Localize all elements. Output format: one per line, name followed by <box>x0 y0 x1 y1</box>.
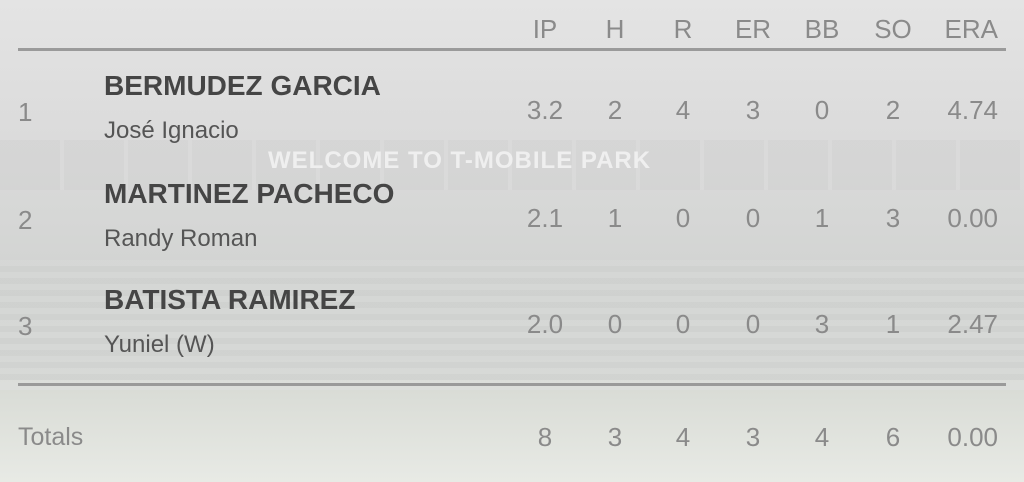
stat-h: 0 <box>607 309 623 339</box>
stat-h: 1 <box>607 203 623 233</box>
stat-so: 3 <box>885 203 901 233</box>
totals-divider <box>18 383 1006 386</box>
pitcher-rank: 2 <box>18 205 33 235</box>
pitcher-first-name: Randy Roman <box>104 225 258 252</box>
stat-r: 4 <box>675 95 691 125</box>
stat-so: 2 <box>885 95 901 125</box>
column-header-h: H <box>605 14 625 44</box>
stat-era: 4.74 <box>947 95 998 125</box>
pitcher-last-name: BATISTA RAMIREZ <box>104 284 356 315</box>
column-header-r: R <box>673 14 693 44</box>
stat-ip: 2.1 <box>526 203 564 233</box>
stat-er: 0 <box>745 203 761 233</box>
total-bb: 4 <box>814 422 830 452</box>
total-r: 4 <box>675 422 691 452</box>
total-era: 0.00 <box>947 422 998 452</box>
stat-era: 2.47 <box>947 309 998 339</box>
pitcher-first-name: José Ignacio <box>104 117 239 144</box>
pitcher-rank: 1 <box>18 97 33 127</box>
total-h: 3 <box>607 422 623 452</box>
stat-ip: 2.0 <box>526 309 564 339</box>
pitcher-last-name: MARTINEZ PACHECO <box>104 178 395 209</box>
stat-bb: 3 <box>814 309 830 339</box>
pitcher-last-name: BERMUDEZ GARCIA <box>104 70 381 101</box>
totals-label: Totals <box>18 423 84 451</box>
pitcher-rank: 3 <box>18 311 33 341</box>
total-ip: 8 <box>537 422 553 452</box>
total-er: 3 <box>745 422 761 452</box>
stadium-sign: WELCOME TO T-MOBILE PARK <box>268 147 652 174</box>
stat-er: 0 <box>745 309 761 339</box>
stat-bb: 1 <box>814 203 830 233</box>
stat-so: 1 <box>885 309 901 339</box>
column-header-ip: IP <box>532 14 558 44</box>
column-header-er: ER <box>734 14 772 44</box>
header-divider <box>18 48 1006 51</box>
total-so: 6 <box>885 422 901 452</box>
column-header-bb: BB <box>804 14 840 44</box>
stat-h: 2 <box>607 95 623 125</box>
stat-r: 0 <box>675 309 691 339</box>
stat-er: 3 <box>745 95 761 125</box>
stat-bb: 0 <box>814 95 830 125</box>
stat-era: 0.00 <box>947 203 998 233</box>
pitcher-first-name: Yuniel (W) <box>104 331 215 358</box>
stat-r: 0 <box>675 203 691 233</box>
column-header-era: ERA <box>944 14 998 44</box>
stat-ip: 3.2 <box>526 95 564 125</box>
column-header-so: SO <box>874 14 912 44</box>
